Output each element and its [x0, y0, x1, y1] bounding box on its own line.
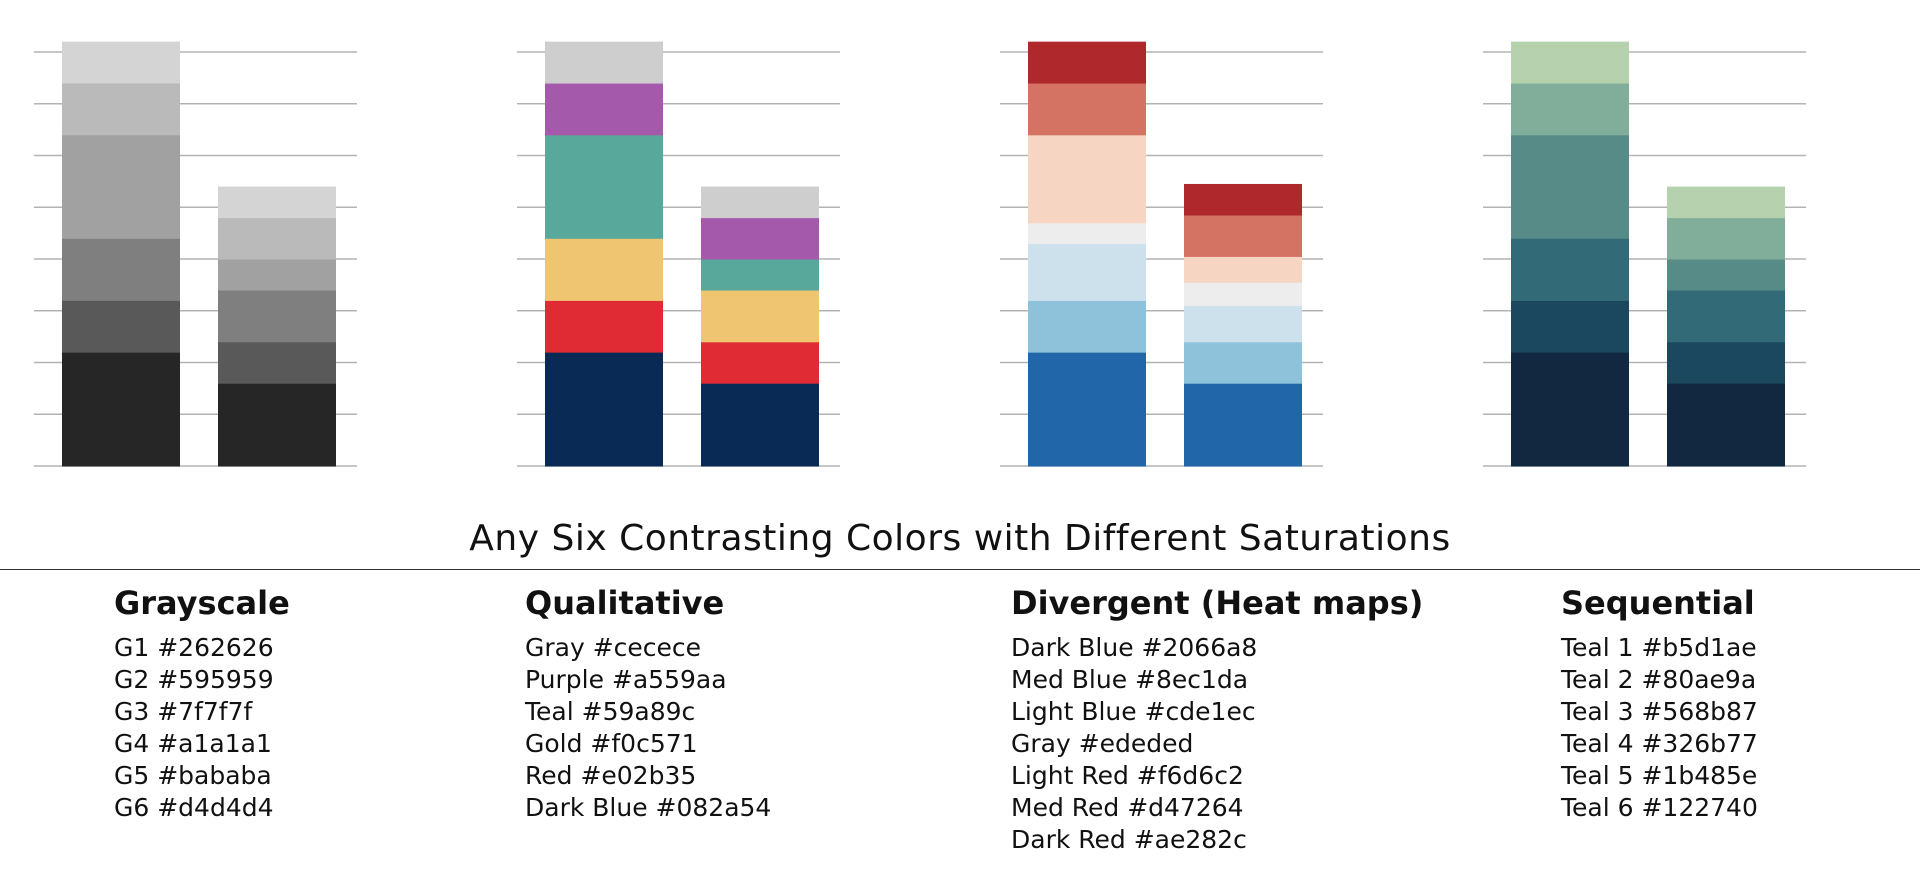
legend-item: Dark Blue #082a54 — [525, 793, 772, 822]
bar-segment — [218, 259, 336, 291]
bar-segment — [1184, 341, 1302, 384]
legend-list: Teal 1 #b5d1ae Teal 2 #80ae9a Teal 3 #56… — [1561, 632, 1758, 824]
legend-item: Teal 2 #80ae9a — [1561, 665, 1757, 694]
legend-item: Med Red #d47264 — [1011, 793, 1244, 822]
bar-segment — [62, 300, 180, 353]
legend-item: Red #e02b35 — [525, 761, 697, 790]
bar-segment — [62, 134, 180, 239]
bar-segment — [1028, 243, 1146, 301]
legend-item: Teal 6 #122740 — [1561, 793, 1758, 822]
bar-segment — [62, 238, 180, 301]
bar-segment — [545, 300, 663, 353]
bar-segment — [218, 383, 336, 467]
bar-segment — [1184, 305, 1302, 343]
legend-heading: Qualitative — [525, 584, 725, 622]
bar-segment — [1028, 352, 1146, 467]
legend-item: G2 #595959 — [114, 665, 274, 694]
legend-heading: Grayscale — [114, 584, 290, 622]
legend-heading: Sequential — [1561, 584, 1755, 622]
bar-segment — [701, 217, 819, 260]
legend-item: Teal 5 #1b485e — [1561, 761, 1758, 790]
bar-segment — [701, 341, 819, 384]
legend-item: Teal 1 #b5d1ae — [1561, 633, 1757, 662]
legend-item: Teal 3 #568b87 — [1561, 697, 1758, 726]
bar-segment — [1667, 341, 1785, 384]
bar-segment — [1028, 41, 1146, 84]
bar-segment — [1184, 383, 1302, 467]
bar-segment — [1511, 134, 1629, 239]
legend-item: Med Blue #8ec1da — [1011, 665, 1249, 694]
bar-segment — [701, 186, 819, 219]
bar-segment — [545, 352, 663, 467]
bar-segment — [1667, 290, 1785, 343]
bar-segment — [545, 41, 663, 84]
legend-list: Gray #cecece Purple #a559aa Teal #59a89c… — [525, 632, 771, 824]
bar-segment — [218, 217, 336, 260]
bar-segment — [1028, 134, 1146, 224]
bar-segment — [545, 238, 663, 301]
bar-segment — [1667, 383, 1785, 467]
title-divider — [0, 569, 1920, 570]
legend-item: Teal 4 #326b77 — [1561, 729, 1758, 758]
charts-area — [34, 41, 1806, 467]
bar-segment — [218, 341, 336, 384]
bar-segment — [1511, 238, 1629, 301]
legend-item: Dark Blue #2066a8 — [1011, 633, 1258, 662]
bar-segment — [1028, 222, 1146, 244]
legend-item: Light Red #f6d6c2 — [1011, 761, 1244, 790]
legend-item: G4 #a1a1a1 — [114, 729, 272, 758]
legend-list: G1 #262626 G2 #595959 G3 #7f7f7f G4 #a1a… — [114, 632, 290, 824]
bar-segment — [545, 134, 663, 239]
bar-segment — [218, 290, 336, 343]
bar-segment — [1184, 183, 1302, 216]
legend-item: G5 #bababa — [114, 761, 272, 790]
legend-item: G6 #d4d4d4 — [114, 793, 274, 822]
bar-segment — [1511, 352, 1629, 467]
legend-item: Gray #ededed — [1011, 729, 1194, 758]
bar-segment — [701, 290, 819, 343]
legend-item: Dark Red #ae282c — [1011, 825, 1247, 854]
legend-item: Purple #a559aa — [525, 665, 727, 694]
legend-item: G1 #262626 — [114, 633, 274, 662]
legend-qualitative: Qualitative Gray #cecece Purple #a559aa … — [525, 584, 771, 824]
legend-heading: Divergent (Heat maps) — [1011, 584, 1424, 622]
bar-segment — [1184, 256, 1302, 283]
bar-segment — [1511, 83, 1629, 136]
bar-segment — [1511, 41, 1629, 84]
bar-segment — [701, 383, 819, 467]
bar-segment — [62, 41, 180, 84]
legend-item: Light Blue #cde1ec — [1011, 697, 1256, 726]
bar-segment — [1667, 186, 1785, 219]
legend-item: Gold #f0c571 — [525, 729, 698, 758]
bar-segment — [62, 352, 180, 467]
legend-sequential: Sequential Teal 1 #b5d1ae Teal 2 #80ae9a… — [1561, 584, 1758, 824]
bar-segment — [1667, 259, 1785, 291]
legend-grayscale: Grayscale G1 #262626 G2 #595959 G3 #7f7f… — [114, 584, 290, 824]
chart-title: Any Six Contrasting Colors with Differen… — [469, 518, 1451, 559]
legend-item: G3 #7f7f7f — [114, 697, 253, 726]
legend-item: Teal #59a89c — [525, 697, 696, 726]
legend-divergent: Divergent (Heat maps) Dark Blue #2066a8 … — [1011, 584, 1423, 856]
bar-segment — [1028, 300, 1146, 353]
bar-segment — [1184, 215, 1302, 257]
bar-segment — [62, 83, 180, 136]
chart-panel-4 — [1483, 41, 1806, 467]
legend-list: Dark Blue #2066a8 Med Blue #8ec1da Light… — [1011, 632, 1423, 856]
chart-panel-3 — [1000, 41, 1323, 467]
legend-item: Gray #cecece — [525, 633, 702, 662]
bar-segment — [1028, 83, 1146, 136]
bar-segment — [1667, 217, 1785, 260]
chart-panel-1 — [34, 41, 357, 467]
chart-panel-2 — [517, 41, 840, 467]
bar-segment — [218, 186, 336, 219]
bar-segment — [1511, 300, 1629, 353]
bar-segment — [701, 259, 819, 291]
bar-segment — [545, 83, 663, 136]
bar-segment — [1184, 282, 1302, 307]
